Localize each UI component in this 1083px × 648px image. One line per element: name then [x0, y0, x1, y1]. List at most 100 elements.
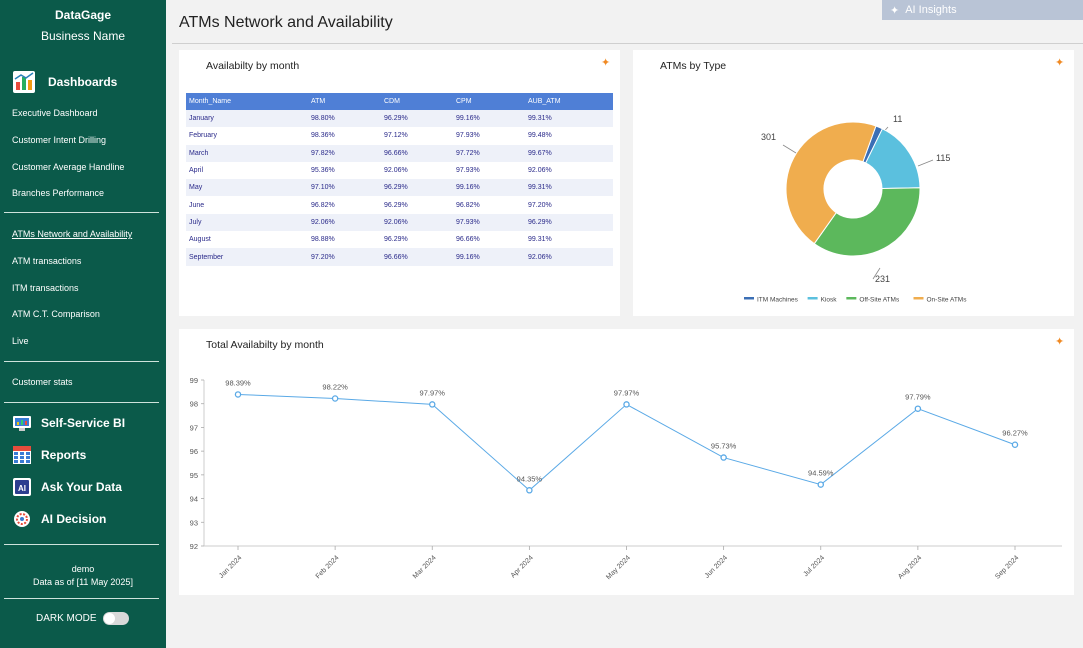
table-row: January 98.80% 96.29% 99.16% 99.31% [186, 110, 613, 128]
data-point [331, 395, 339, 402]
table-cell: 96.29% [381, 196, 453, 214]
sidebar-item-live[interactable]: Live [12, 336, 29, 346]
legend-swatch [913, 297, 924, 300]
table-cell: February [186, 127, 308, 145]
ai-sparkle-icon[interactable]: ✦ [1055, 336, 1065, 348]
table-cell: 99.67% [525, 144, 613, 162]
table-cell: April [186, 161, 308, 180]
table-cell: 97.10% [308, 179, 381, 197]
column-header[interactable]: CDM [381, 93, 453, 110]
table-cell: 92.06% [381, 213, 453, 232]
x-tick-label: May 2024 [605, 554, 632, 581]
sidebar-item-atm-transactions[interactable]: ATM transactions [12, 256, 82, 266]
ai-sparkle-icon[interactable]: ✦ [601, 57, 611, 69]
availability-table: Month_Name ATM CDM CPM AUB_ATM January 98.80%… [186, 93, 613, 266]
table-row: February 98.36% 97.12% 97.93% 99.48% [186, 127, 613, 145]
table-cell: 97.20% [308, 248, 381, 266]
table-cell: 92.06% [381, 161, 453, 180]
availability-table-card: Availabilty by month ✦ Month_Name ATM CDM C… [179, 50, 620, 316]
sidebar-item-executive-dashboard[interactable]: Executive Dashboard [12, 108, 98, 118]
dark-mode-control: DARK MODE [36, 612, 129, 625]
sidebar-item-branches-performance[interactable]: Branches Performance [12, 188, 105, 198]
card-title: Availabilty by month [206, 60, 300, 72]
column-header[interactable]: AUB_ATM [525, 93, 613, 110]
self-service-bi-icon [12, 413, 32, 433]
data-label: 96.27% [1002, 429, 1028, 438]
table-cell: 97.93% [453, 161, 525, 180]
data-point [720, 454, 727, 461]
sidebar-item-atms-network[interactable]: ATMs Network and Availability [12, 229, 133, 239]
ai-insights-button[interactable]: ✦ AI Insights [882, 0, 1083, 20]
table-cell: 98.36% [308, 127, 381, 145]
table-cell: July [186, 213, 308, 232]
slice-leader-line [917, 159, 934, 167]
data-label: 98.39% [225, 378, 251, 387]
business-name: Business Name [40, 29, 126, 43]
legend-label: Kiosk [821, 297, 838, 304]
y-tick-label: 94 [190, 495, 198, 504]
table-cell: 96.29% [381, 110, 453, 128]
table-cell: 97.82% [308, 144, 381, 162]
table-cell: 99.16% [453, 110, 525, 128]
data-label: 94.59% [808, 469, 834, 478]
column-header[interactable]: Month_Name [186, 93, 308, 110]
data-as-of: Data as of [11 May 2025] [33, 577, 133, 587]
card-title: Total Availabilty by month [206, 339, 324, 351]
sidebar-item-customer-intent-drilling[interactable]: Customer Intent Drilling [12, 135, 107, 145]
sidebar-item-itm-transactions[interactable]: ITM transactions [12, 283, 79, 293]
dashboards-header[interactable]: Dashboards [12, 70, 117, 94]
app-name: DataGage [54, 8, 112, 22]
data-point [817, 481, 825, 488]
table-cell: 99.16% [453, 248, 525, 266]
brand: DataGage Business Name [0, 0, 166, 44]
ai-sparkle-icon[interactable]: ✦ [1055, 57, 1065, 69]
sidebar-item-atm-ct-comparison[interactable]: ATM C.T. Comparison [12, 309, 100, 319]
line-chart: 92 93 94 95 96 97 98 99 98.39% Jan 2024 98.22% Feb … [190, 376, 1062, 581]
table-header-row: Month_Name ATM CDM CPM AUB_ATM [186, 93, 613, 110]
sidebar-user: demo Data as of [11 May 2025] [0, 563, 166, 589]
ask-your-data-label: Ask Your Data [41, 480, 122, 494]
y-tick-label: 99 [190, 376, 198, 385]
legend-label: ITM Machines [757, 297, 799, 304]
table-cell: 92.06% [525, 161, 613, 180]
legend-label: On-Site ATMs [927, 297, 968, 304]
card-title: ATMs by Type [660, 60, 727, 72]
sidebar: DataGage Business Name Dashboards Execut… [0, 0, 166, 648]
column-header[interactable]: ATM [308, 93, 381, 110]
column-header[interactable]: CPM [453, 93, 525, 110]
table-cell: 96.82% [453, 196, 525, 214]
table-cell: 96.66% [381, 248, 453, 266]
sidebar-section-ask-your-data[interactable]: AI Ask Your Data [12, 477, 122, 497]
table-cell: 97.20% [525, 196, 613, 214]
x-tick-label: Jul 2024 [802, 554, 826, 578]
y-tick-label: 92 [190, 542, 198, 551]
dashboards-label: Dashboards [48, 75, 118, 89]
y-tick-label: 96 [190, 447, 198, 456]
sidebar-item-customer-average-handline[interactable]: Customer Average Handline [12, 162, 125, 172]
table-cell: 96.82% [308, 196, 381, 214]
sidebar-section-self-service-bi[interactable]: Self-Service BI [12, 413, 125, 433]
table-cell: March [186, 144, 308, 162]
dark-mode-toggle[interactable] [102, 612, 129, 625]
legend-swatch [807, 297, 818, 300]
table-cell: 95.36% [308, 161, 381, 180]
table-cell: 92.06% [525, 248, 613, 266]
slice-value-label: 301 [761, 132, 776, 142]
y-tick-label: 93 [190, 518, 198, 527]
data-point [1011, 441, 1019, 448]
table-cell: 99.31% [525, 110, 613, 128]
sidebar-section-reports[interactable]: Reports [12, 445, 86, 465]
sidebar-item-customer-stats[interactable]: Customer stats [12, 377, 73, 387]
sparkle-icon: ✦ [890, 4, 900, 17]
table-row: August 98.88% 96.29% 96.66% 99.31% [186, 231, 613, 249]
donut-chart: 11 115 231 301 ITM Machines Kiosk Off-Site ATM… [744, 114, 968, 304]
sidebar-section-ai-decision[interactable]: AI Decision [12, 509, 106, 529]
slice-leader-line [782, 144, 797, 154]
table-row: April 95.36% 92.06% 97.93% 92.06% [186, 161, 613, 180]
table-cell: 99.31% [525, 231, 613, 249]
toggle-knob [103, 613, 115, 624]
table-cell: 97.12% [381, 127, 453, 145]
table-cell: 96.29% [381, 231, 453, 249]
pie-slice [785, 121, 877, 245]
data-point [623, 401, 630, 408]
